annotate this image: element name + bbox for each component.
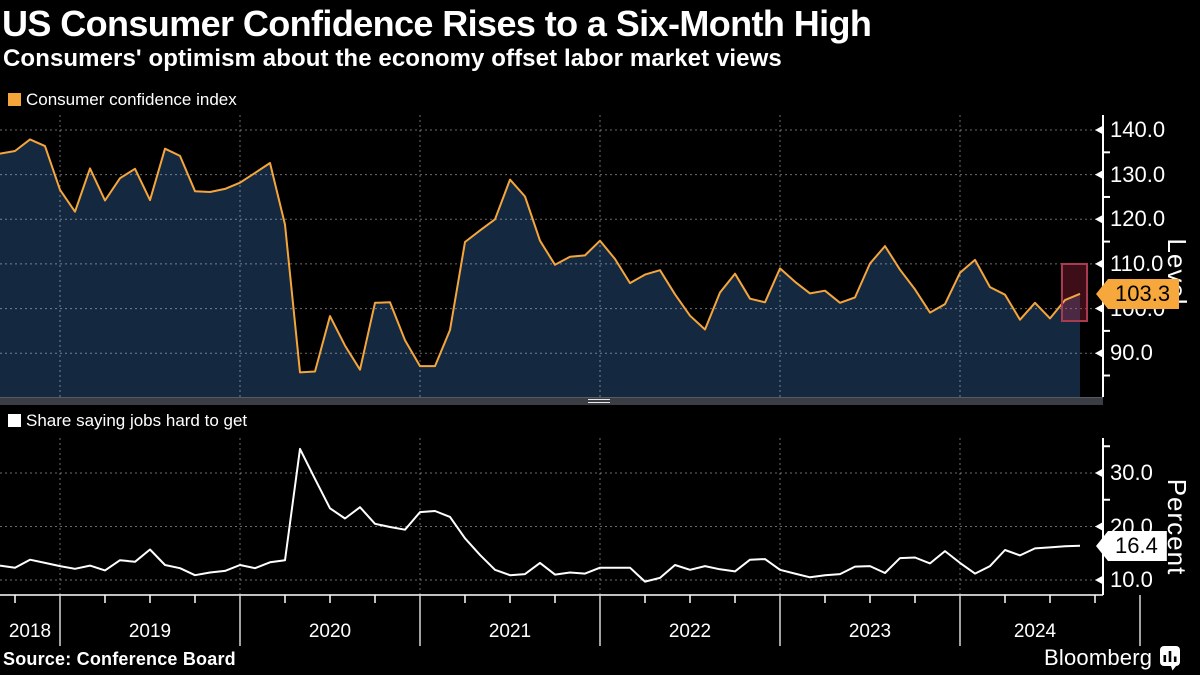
y-major-tick-arrow	[1095, 258, 1104, 269]
jobs-plot-area[interactable]	[0, 438, 1103, 595]
x-year-label: 2022	[668, 621, 712, 642]
x-year-label: 2023	[848, 621, 892, 642]
jobs-legend-label: Share saying jobs hard to get	[26, 411, 248, 430]
y-tick-label: 130.0	[1110, 161, 1166, 187]
y-tick-label: 140.0	[1110, 117, 1166, 142]
confidence-area-fill	[0, 139, 1080, 397]
y-tick-label: 30.0	[1110, 460, 1153, 485]
y-major-tick-arrow	[1095, 468, 1104, 478]
jobs-last-value-badge: 16.4	[1096, 531, 1167, 561]
confidence-legend-swatch	[8, 93, 21, 106]
x-year-label: 2024	[1013, 621, 1057, 642]
y-tick-label: 120.0	[1110, 206, 1166, 232]
confidence-last-value-badge: 103.3	[1096, 279, 1180, 309]
x-year-label: 2021	[488, 621, 532, 642]
y-tick-label: 110.0	[1110, 250, 1164, 276]
page-title: US Consumer Confidence Rises to a Six-Mo…	[2, 3, 872, 44]
y-major-tick-arrow	[1095, 348, 1104, 359]
brand-lockup: Bloomberg	[1044, 645, 1181, 671]
last-point-highlight-fill	[1062, 264, 1087, 321]
bloomberg-wordmark: Bloomberg	[1044, 645, 1153, 670]
y-major-tick-arrow	[1095, 125, 1104, 135]
y-tick-label: 10.0	[1110, 567, 1153, 592]
percent-axis-title: Percent	[1162, 478, 1192, 576]
panel-resize-handle[interactable]	[588, 399, 610, 404]
page-subtitle: Consumers' optimism about the economy of…	[3, 45, 782, 72]
x-year-label: 2020	[308, 621, 352, 642]
source-note: Source: Conference Board	[3, 649, 236, 669]
last-point-highlight-border	[1061, 263, 1088, 322]
y-major-tick-arrow	[1095, 303, 1104, 314]
bloomberg-terminal-icon	[1160, 645, 1181, 670]
confidence-line	[0, 138, 1081, 374]
y-major-tick-arrow	[1095, 169, 1104, 180]
x-year-label: 2019	[128, 621, 172, 642]
panel-divider	[0, 397, 1103, 405]
confidence-legend-label: Consumer confidence index	[26, 90, 237, 109]
y-tick-label: 90.0	[1110, 340, 1153, 366]
jobs-legend-swatch	[8, 414, 21, 427]
confidence-plot-area[interactable]	[0, 115, 1103, 397]
jobs-line	[0, 447, 1081, 583]
y-major-tick-arrow	[1095, 521, 1104, 532]
x-year-label: 2018	[8, 621, 52, 642]
y-major-tick-arrow	[1095, 575, 1104, 585]
y-major-tick-arrow	[1095, 214, 1104, 225]
